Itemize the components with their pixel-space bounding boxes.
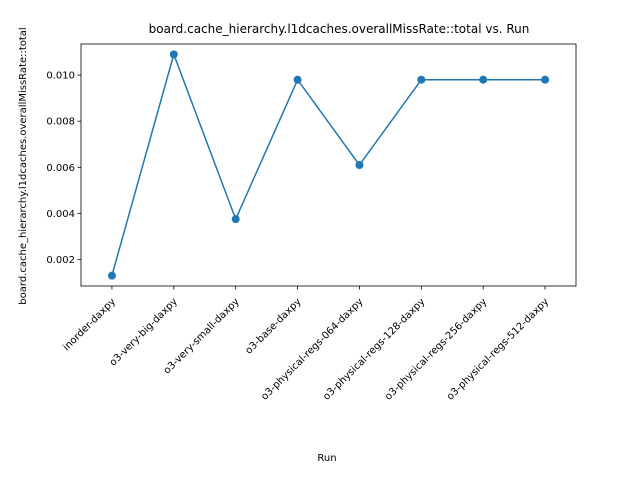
data-point-6 <box>479 75 488 84</box>
y-tick-label-2: 0.006 <box>46 163 75 174</box>
y-tick-label-1: 0.004 <box>46 209 75 220</box>
y-tick-label-0: 0.002 <box>46 255 75 266</box>
data-point-1 <box>169 50 178 59</box>
data-point-0 <box>107 271 116 280</box>
data-point-2 <box>231 215 240 224</box>
data-point-4 <box>355 161 364 169</box>
data-point-7 <box>541 75 550 84</box>
y-tick-label-4: 0.010 <box>46 71 75 82</box>
y-tick-label-3: 0.008 <box>46 117 75 128</box>
data-point-3 <box>293 75 302 84</box>
x-axis-title: Run <box>317 453 336 464</box>
chart-title: board.cache_hierarchy.l1dcaches.overallM… <box>149 22 530 36</box>
data-point-5 <box>417 75 426 84</box>
y-axis-title: board.cache_hierarchy.l1dcaches.overallM… <box>18 27 29 304</box>
series-line-0 <box>111 51 546 276</box>
axes-frame <box>80 43 577 287</box>
